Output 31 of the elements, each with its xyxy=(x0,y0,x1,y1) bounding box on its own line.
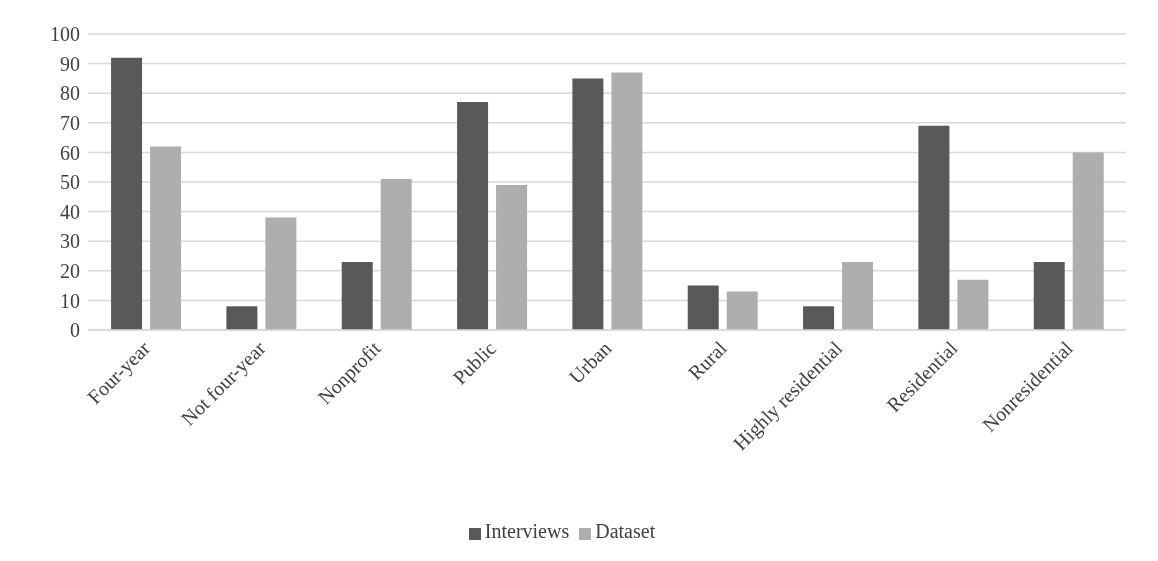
y-tick-label: 80 xyxy=(60,82,80,105)
legend-label: Dataset xyxy=(595,520,656,542)
y-tick-label: 40 xyxy=(60,200,80,223)
y-tick-label: 0 xyxy=(70,319,80,342)
bar xyxy=(572,78,604,330)
y-tick-label: 90 xyxy=(60,52,80,75)
bar xyxy=(1033,261,1065,330)
y-tick-label: 10 xyxy=(60,289,80,312)
bar xyxy=(957,279,989,330)
bar xyxy=(341,261,373,330)
legend-label: Interviews xyxy=(484,520,570,542)
bar xyxy=(265,217,297,330)
y-tick-label: 100 xyxy=(50,23,80,46)
bar xyxy=(457,102,489,330)
bar xyxy=(380,179,412,330)
bar xyxy=(687,285,719,330)
bar xyxy=(1072,152,1104,330)
y-tick-label: 60 xyxy=(60,141,80,164)
y-tick-label: 20 xyxy=(60,259,80,282)
y-tick-label: 30 xyxy=(60,230,80,253)
bar xyxy=(726,291,758,330)
bar xyxy=(803,306,835,330)
bar xyxy=(842,261,874,330)
bar xyxy=(226,306,258,330)
bar xyxy=(496,184,528,330)
y-tick-label: 50 xyxy=(60,171,80,194)
bar xyxy=(150,146,182,330)
bar xyxy=(918,125,950,330)
bar xyxy=(111,57,143,330)
y-tick-label: 70 xyxy=(60,111,80,134)
bar xyxy=(611,72,643,330)
